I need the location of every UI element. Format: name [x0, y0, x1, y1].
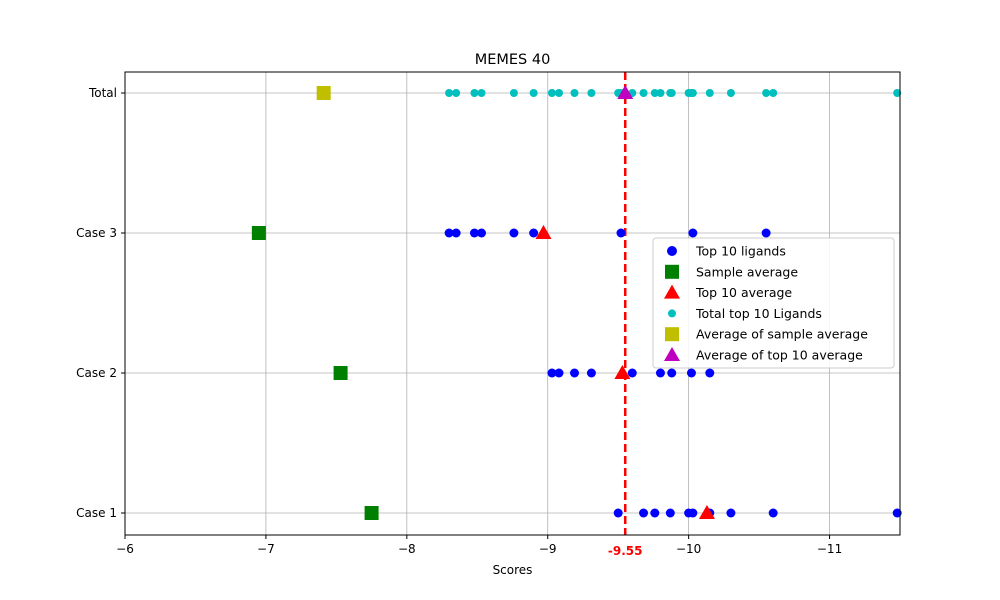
- total-top-10-ligands-point: [893, 89, 902, 97]
- total-top-10-ligands-point: [650, 89, 659, 97]
- top-10-ligands-point: [705, 368, 715, 378]
- total-top-10-ligands-point: [445, 89, 454, 97]
- legend-box: [652, 237, 895, 369]
- average-of-top-10-average-point: [617, 85, 634, 99]
- top-10-ligands-point: [667, 368, 677, 378]
- x-tick-label: −9: [539, 542, 557, 556]
- x-axis-label: Scores: [493, 563, 533, 577]
- chart-title: MEMES 40: [475, 52, 551, 68]
- legend-average-of-top-10-average-marker: [664, 347, 680, 361]
- legend-total-top-10-ligands-marker: [668, 309, 676, 318]
- total-top-10-ligands-point: [688, 89, 697, 97]
- top-10-average-point: [614, 365, 631, 379]
- total-top-10-ligands-point: [529, 89, 538, 97]
- legend-sample-average-marker: [665, 264, 679, 279]
- top-10-ligands-point: [509, 228, 519, 238]
- legend-top-10-average-label: Top 10 average: [695, 285, 792, 300]
- total-top-10-ligands-point: [656, 89, 665, 97]
- total-top-10-ligands-point: [639, 89, 648, 97]
- legend: Top 10 ligands Sample average Top 10 avera…: [652, 237, 895, 369]
- total-top-10-ligands-point: [452, 89, 461, 97]
- y-tick-label: Case 3: [76, 226, 117, 240]
- top-10-ligands-point: [570, 368, 579, 378]
- legend-sample-average-label: Sample average: [696, 264, 798, 279]
- top-10-ligands-point: [892, 508, 902, 518]
- top-10-ligands-point: [469, 228, 479, 238]
- total-top-10-ligands-point: [769, 89, 778, 97]
- legend-total-top-10-ligands-label: Total top 10 Ligands: [695, 306, 822, 321]
- top-10-ligands-point: [547, 368, 557, 378]
- reference-line-label: -9.55: [608, 544, 643, 558]
- top-10-ligands-point: [586, 368, 596, 378]
- data-marks: [251, 85, 902, 520]
- top-10-ligands-point: [665, 508, 675, 518]
- total-top-10-ligands-point: [570, 89, 579, 97]
- total-top-10-ligands-point: [547, 89, 556, 97]
- axis-ticks: −6 −7 −8 −9 −10 −11 Case 1 Case 2 Case 3 Total -9.…: [76, 86, 842, 558]
- total-top-10-ligands-point: [762, 89, 771, 97]
- top-10-ligands-point: [616, 228, 626, 238]
- total-top-10-ligands-point: [477, 89, 486, 97]
- total-top-10-ligands-point: [470, 89, 479, 97]
- y-tick-label: Case 1: [76, 506, 117, 520]
- sample-average-point: [333, 366, 348, 380]
- legend-top-10-ligands-marker: [667, 246, 677, 256]
- legend-top-10-average-marker: [664, 284, 680, 299]
- total-top-10-ligands-point: [509, 89, 518, 97]
- total-top-10-ligands-point: [705, 89, 714, 97]
- legend-average-of-top-10-average-label: Average of top 10 average: [696, 348, 863, 363]
- top-10-ligands-point: [688, 508, 698, 518]
- top-10-ligands-point: [655, 368, 665, 378]
- top-10-ligands-point: [686, 368, 696, 378]
- sample-average-point: [251, 226, 266, 240]
- top-10-average-point: [698, 505, 715, 519]
- average-of-sample-average-point: [316, 86, 331, 100]
- top-10-ligands-point: [627, 368, 637, 378]
- x-tick-label: −10: [676, 542, 701, 556]
- y-tick-label: Total: [88, 86, 117, 100]
- legend-average-of-sample-average-label: Average of sample average: [696, 327, 868, 342]
- total-top-10-ligands-point: [555, 89, 563, 97]
- top-10-ligands-point: [688, 228, 698, 238]
- sample-average-point: [364, 506, 379, 520]
- top-10-average-point: [535, 225, 552, 239]
- top-10-ligands-point: [639, 508, 649, 518]
- top-10-ligands-point: [451, 228, 461, 238]
- legend-average-of-sample-average-marker: [665, 327, 679, 342]
- x-tick-label: −6: [116, 542, 134, 556]
- top-10-ligands-point: [761, 228, 771, 238]
- total-top-10-ligands-point: [726, 89, 735, 97]
- top-10-ligands-point: [529, 228, 539, 238]
- total-top-10-ligands-point: [587, 89, 596, 97]
- x-tick-label: −11: [817, 542, 842, 556]
- x-tick-label: −8: [398, 542, 416, 556]
- top-10-ligands-point: [444, 228, 454, 238]
- top-10-ligands-point: [613, 508, 623, 518]
- total-top-10-ligands-point: [667, 89, 676, 97]
- x-tick-label: −7: [257, 542, 275, 556]
- y-tick-label: Case 2: [76, 366, 117, 380]
- top-10-ligands-point: [477, 228, 486, 238]
- top-10-ligands-point: [554, 368, 564, 378]
- top-10-ligands-point: [726, 508, 736, 518]
- legend-top-10-ligands-label: Top 10 ligands: [695, 244, 786, 259]
- top-10-ligands-point: [650, 508, 660, 518]
- plot-frame: [124, 71, 901, 536]
- top-10-ligands-point: [768, 508, 778, 518]
